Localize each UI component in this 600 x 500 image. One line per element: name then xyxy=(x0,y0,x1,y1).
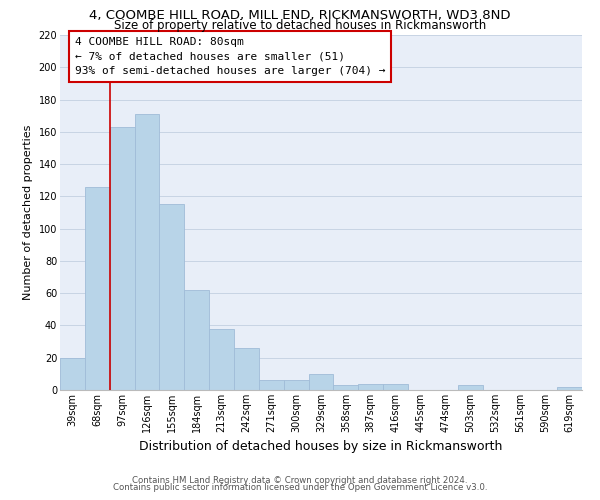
Bar xyxy=(184,290,209,390)
Bar xyxy=(234,348,259,390)
Bar xyxy=(209,328,234,390)
Bar xyxy=(60,358,85,390)
Bar xyxy=(334,385,358,390)
X-axis label: Distribution of detached houses by size in Rickmansworth: Distribution of detached houses by size … xyxy=(139,440,503,454)
Bar xyxy=(308,374,334,390)
Text: Contains public sector information licensed under the Open Government Licence v3: Contains public sector information licen… xyxy=(113,484,487,492)
Bar xyxy=(85,186,110,390)
Bar xyxy=(110,127,134,390)
Text: Contains HM Land Registry data © Crown copyright and database right 2024.: Contains HM Land Registry data © Crown c… xyxy=(132,476,468,485)
Text: 4, COOMBE HILL ROAD, MILL END, RICKMANSWORTH, WD3 8ND: 4, COOMBE HILL ROAD, MILL END, RICKMANSW… xyxy=(89,9,511,22)
Bar xyxy=(383,384,408,390)
Bar xyxy=(358,384,383,390)
Bar xyxy=(284,380,308,390)
Bar xyxy=(160,204,184,390)
Bar xyxy=(458,385,482,390)
Text: Size of property relative to detached houses in Rickmansworth: Size of property relative to detached ho… xyxy=(114,18,486,32)
Text: 4 COOMBE HILL ROAD: 80sqm
← 7% of detached houses are smaller (51)
93% of semi-d: 4 COOMBE HILL ROAD: 80sqm ← 7% of detach… xyxy=(75,36,385,76)
Bar xyxy=(259,380,284,390)
Y-axis label: Number of detached properties: Number of detached properties xyxy=(23,125,33,300)
Bar xyxy=(557,387,582,390)
Bar xyxy=(134,114,160,390)
